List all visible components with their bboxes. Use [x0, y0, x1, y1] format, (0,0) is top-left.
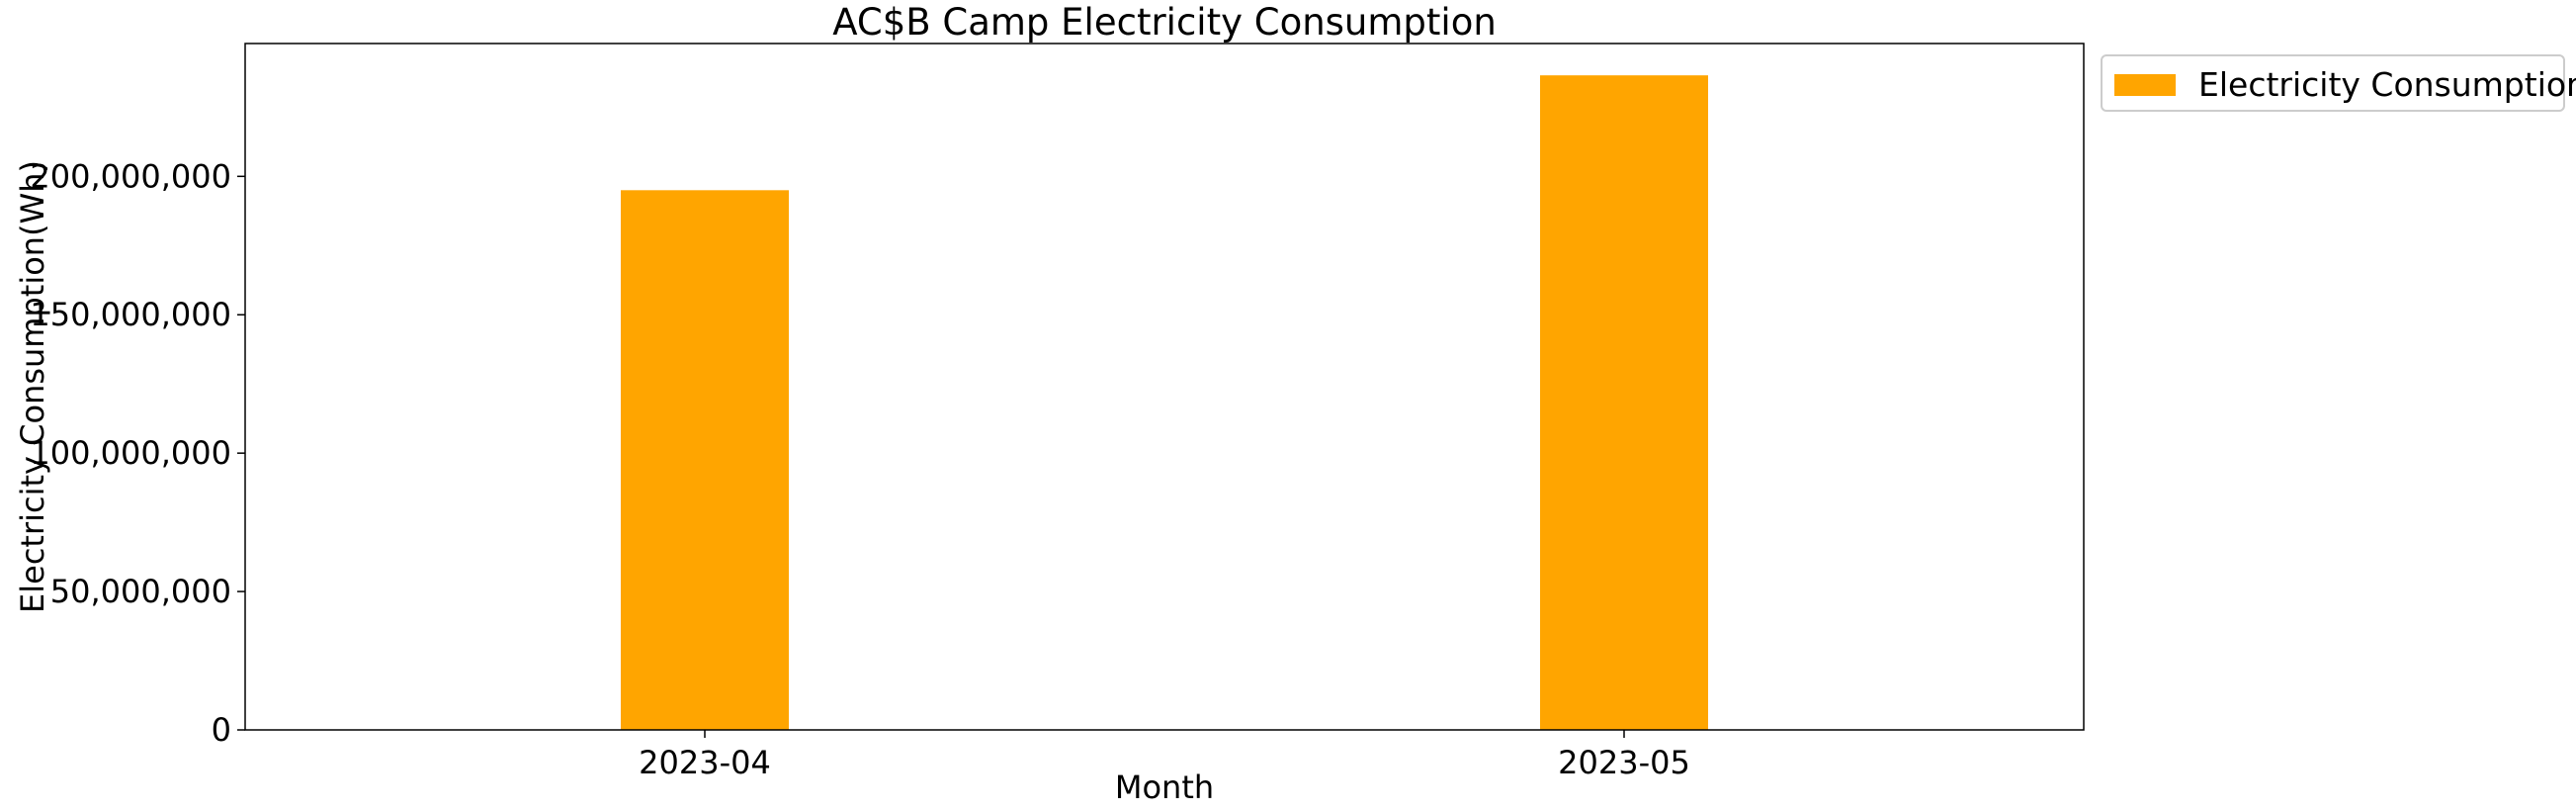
plot-area-frame: [244, 43, 2085, 731]
legend-label: Electricity Consumption: [2198, 65, 2576, 104]
x-axis-label: Month: [1115, 768, 1214, 806]
y-tick-label: 50,000,000: [50, 573, 231, 610]
bar-2023-04: [621, 190, 789, 730]
y-axis: 0 50,000,000 100,000,000 150,000,000 200,000…: [30, 157, 245, 749]
y-axis-label: Electricity Consumption(Wh): [14, 160, 51, 613]
bars-layer: [621, 75, 1708, 730]
y-tick-label: 100,000,000: [30, 434, 231, 472]
legend: Electricity Consumption: [2101, 54, 2576, 112]
legend-swatch: [2114, 74, 2176, 96]
x-axis: 2023-04 2023-05: [639, 730, 1690, 781]
y-tick-label: 200,000,000: [30, 157, 231, 195]
y-tick-label: 0: [212, 711, 231, 749]
y-tick-label: 150,000,000: [30, 296, 231, 333]
x-tick-label: 2023-04: [639, 744, 771, 781]
x-tick-label: 2023-05: [1558, 744, 1690, 781]
chart-title: AC$B Camp Electricity Consumption: [832, 1, 1497, 44]
bar-2023-05: [1540, 75, 1708, 730]
